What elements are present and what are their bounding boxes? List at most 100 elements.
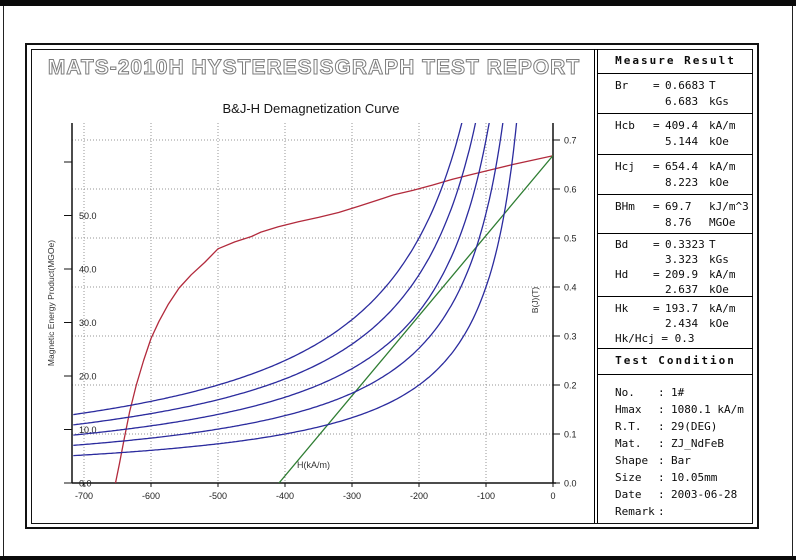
measure-eq: = bbox=[653, 238, 660, 251]
condition-cell: : bbox=[658, 454, 665, 467]
measure-row: Hcj = 654.4 kA/m bbox=[598, 159, 753, 175]
results-panel: Measure Result Br = 0.6683 T 6.683 kGs Hcb = 409… bbox=[594, 49, 753, 523]
svg-text:0.6: 0.6 bbox=[564, 185, 577, 195]
measure-unit: T bbox=[709, 238, 716, 251]
measure-val: 8.223 bbox=[665, 176, 699, 189]
measure-val: 193.7 bbox=[665, 302, 699, 315]
window-right-edge bbox=[792, 6, 793, 556]
measure-unit: kJ/m^3 bbox=[709, 200, 749, 213]
svg-text:Magnetic Energy Product(MGOe): Magnetic Energy Product(MGOe) bbox=[46, 240, 56, 366]
measure-lab bbox=[615, 252, 653, 267]
condition-row: No.:1# bbox=[598, 384, 753, 401]
condition-cell: 1080.1 kA/m bbox=[671, 403, 744, 416]
report-inner-frame bbox=[31, 49, 753, 524]
measure-eq bbox=[653, 215, 665, 231]
svg-text:-200: -200 bbox=[410, 491, 428, 501]
B-H-normal-demagnetization-curve bbox=[278, 155, 553, 483]
condition-cell: : bbox=[658, 488, 665, 501]
measure-lab: Hk bbox=[615, 302, 629, 315]
measure-unit: kOe bbox=[709, 283, 729, 296]
measure-val: 5.144 bbox=[665, 135, 699, 148]
svg-text:20.0: 20.0 bbox=[79, 372, 97, 382]
measure-eq: = bbox=[653, 268, 660, 281]
condition-cell: ZJ_NdFeB bbox=[671, 437, 724, 450]
measure-unit: kOe bbox=[709, 317, 729, 330]
condition-cell: 10.05mm bbox=[671, 471, 718, 484]
measure-row: Br = 0.6683 T bbox=[598, 78, 753, 94]
svg-text:-700: -700 bbox=[75, 491, 93, 501]
measure-lab: Hcj bbox=[615, 160, 635, 173]
condition-row: Size:10.05mm bbox=[598, 469, 753, 486]
J-H-intrinsic-demagnetization-curve bbox=[114, 155, 553, 483]
condition-cell: Mat. bbox=[615, 437, 642, 450]
curves bbox=[73, 123, 553, 483]
measure-lab bbox=[615, 134, 653, 150]
condition-cell: 1# bbox=[671, 386, 685, 399]
test-condition-header: Test Condition bbox=[598, 349, 753, 375]
measure-row: Hk/Hcj = 0.3 bbox=[615, 332, 695, 345]
window-left-edge bbox=[3, 6, 4, 556]
condition-row: Hmax:1080.1 kA/m bbox=[598, 401, 753, 418]
condition-cell: Remark bbox=[615, 505, 655, 518]
measure-row: Hd = 209.9 kA/m bbox=[598, 267, 753, 282]
svg-text:H(kA/m): H(kA/m) bbox=[297, 460, 330, 470]
measure-result-header: Measure Result bbox=[598, 49, 753, 74]
svg-text:0.7: 0.7 bbox=[564, 136, 577, 146]
condition-row: Mat.: ZJ_NdFeB bbox=[598, 435, 753, 452]
measure-row: Hcb = 409.4 kA/m bbox=[598, 118, 753, 134]
measure-val: 0.3323 bbox=[665, 238, 705, 251]
condition-cell: No. bbox=[615, 386, 635, 399]
measure-lab bbox=[615, 94, 653, 110]
svg-text:0.3: 0.3 bbox=[564, 332, 577, 342]
condition-cell: : bbox=[658, 505, 665, 518]
axes bbox=[71, 123, 556, 484]
measure-unit: kA/m bbox=[709, 119, 736, 132]
condition-cell: : bbox=[658, 386, 665, 399]
measure-eq bbox=[653, 94, 665, 110]
measure-section: Br = 0.6683 T 6.683 kGs bbox=[598, 74, 753, 114]
measure-unit: kOe bbox=[709, 135, 729, 148]
condition-cell: : bbox=[658, 403, 665, 416]
measure-unit: kA/m bbox=[709, 302, 736, 315]
condition-cell: 2003-06-28 bbox=[671, 488, 738, 501]
report-title: MATS-2010H HYSTERESISGRAPH TEST REPORT bbox=[47, 56, 581, 80]
svg-text:0.0: 0.0 bbox=[79, 479, 92, 489]
svg-text:50.0: 50.0 bbox=[79, 211, 97, 221]
measure-val: 654.4 bbox=[665, 160, 699, 173]
bh-hyperbola-40 bbox=[73, 123, 518, 457]
condition-cell: R.T. bbox=[615, 420, 642, 433]
svg-text:0: 0 bbox=[550, 491, 555, 501]
measure-row: 8.76 MGOe bbox=[598, 215, 753, 231]
measure-val: 2.637 bbox=[665, 283, 699, 296]
measure-eq: = bbox=[653, 302, 660, 315]
measure-lab: Bd bbox=[615, 238, 629, 251]
svg-text:-500: -500 bbox=[209, 491, 227, 501]
condition-row: Remark: bbox=[598, 503, 753, 520]
condition-row: R.T.:29(DEG) bbox=[598, 418, 753, 435]
gridlines bbox=[72, 123, 553, 483]
measure-val: 6.683 bbox=[665, 95, 699, 108]
measure-lab: BHm bbox=[615, 200, 635, 213]
svg-text:-600: -600 bbox=[142, 491, 160, 501]
svg-text:-300: -300 bbox=[343, 491, 361, 501]
condition-cell: Shape bbox=[615, 454, 649, 467]
measure-unit: kGs bbox=[709, 253, 729, 266]
bh-hyperbola-85 bbox=[73, 123, 477, 426]
bh-hyperbola-55 bbox=[73, 123, 504, 447]
axis-titles: Magnetic Energy Product(MGOe) B(J)(T) H(kA… bbox=[46, 240, 540, 470]
measure-section: Hk = 193.7 kA/m 2.434 kOe Hk/Hcj = 0.3 bbox=[598, 297, 753, 349]
measure-val: 2.434 bbox=[665, 317, 699, 330]
measure-val: 409.4 bbox=[665, 119, 699, 132]
measure-row: Bd = 0.3323 T bbox=[598, 237, 753, 252]
measure-section: Hcj = 654.4 kA/m 8.223 kOe bbox=[598, 155, 753, 195]
chart-title: B&J-H Demagnetization Curve bbox=[222, 101, 400, 116]
measure-unit: kA/m bbox=[709, 160, 736, 173]
measure-eq bbox=[653, 134, 665, 150]
measure-row: 2.637 kOe bbox=[598, 282, 753, 296]
measure-val: 0.6683 bbox=[665, 79, 705, 92]
svg-text:-100: -100 bbox=[477, 491, 495, 501]
window-bottom-edge bbox=[0, 556, 796, 560]
measure-unit: T bbox=[709, 79, 716, 92]
